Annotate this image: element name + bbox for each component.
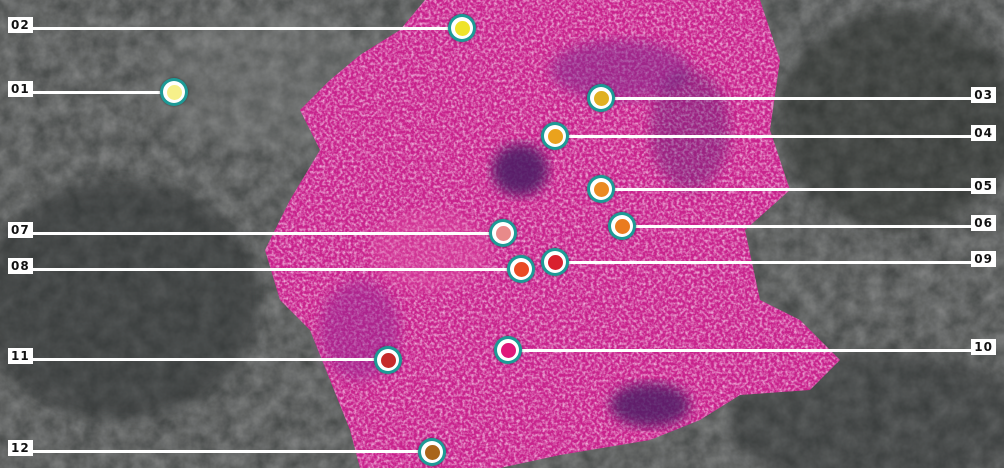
- label-05: 05: [971, 178, 996, 194]
- location-marker-02[interactable]: [448, 14, 476, 42]
- marker-dot-01: [166, 84, 182, 100]
- marker-dot-09: [547, 254, 563, 270]
- marker-dot-05: [593, 181, 609, 197]
- label-09: 09: [971, 251, 996, 267]
- label-07: 07: [8, 222, 33, 238]
- location-marker-08[interactable]: [507, 255, 535, 283]
- location-marker-03[interactable]: [587, 84, 615, 112]
- label-12: 12: [8, 440, 33, 456]
- leader-line-04: [555, 135, 996, 138]
- marker-dot-12: [424, 444, 440, 460]
- location-marker-04[interactable]: [541, 122, 569, 150]
- marker-dot-04: [547, 128, 563, 144]
- location-marker-06[interactable]: [608, 212, 636, 240]
- label-06: 06: [971, 215, 996, 231]
- leader-line-05: [601, 188, 996, 191]
- leader-line-06: [622, 225, 996, 228]
- leader-line-10: [508, 349, 996, 352]
- location-marker-05[interactable]: [587, 175, 615, 203]
- leader-line-12: [8, 450, 432, 453]
- location-marker-07[interactable]: [489, 219, 517, 247]
- leader-line-02: [8, 27, 462, 30]
- location-marker-12[interactable]: [418, 438, 446, 466]
- leader-line-03: [601, 97, 996, 100]
- marker-dot-10: [500, 342, 516, 358]
- label-08: 08: [8, 258, 33, 274]
- label-03: 03: [971, 87, 996, 103]
- marker-dot-06: [614, 218, 630, 234]
- marker-dot-08: [513, 261, 529, 277]
- leader-line-07: [8, 232, 503, 235]
- marker-dot-11: [380, 352, 396, 368]
- marker-dot-03: [593, 90, 609, 106]
- leader-line-11: [8, 358, 388, 361]
- label-02: 02: [8, 17, 33, 33]
- location-marker-10[interactable]: [494, 336, 522, 364]
- label-01: 01: [8, 81, 33, 97]
- label-11: 11: [8, 348, 33, 364]
- location-marker-09[interactable]: [541, 248, 569, 276]
- label-04: 04: [971, 125, 996, 141]
- marker-dot-02: [454, 20, 470, 36]
- marker-dot-07: [495, 225, 511, 241]
- leader-line-01: [8, 91, 174, 94]
- leader-line-09: [555, 261, 996, 264]
- location-marker-01[interactable]: [160, 78, 188, 106]
- location-marker-11[interactable]: [374, 346, 402, 374]
- label-10: 10: [971, 339, 996, 355]
- leader-line-08: [8, 268, 521, 271]
